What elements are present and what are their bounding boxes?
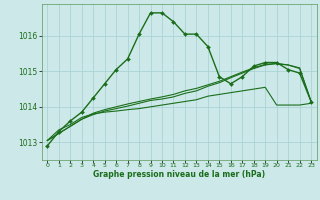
X-axis label: Graphe pression niveau de la mer (hPa): Graphe pression niveau de la mer (hPa) bbox=[93, 170, 265, 179]
